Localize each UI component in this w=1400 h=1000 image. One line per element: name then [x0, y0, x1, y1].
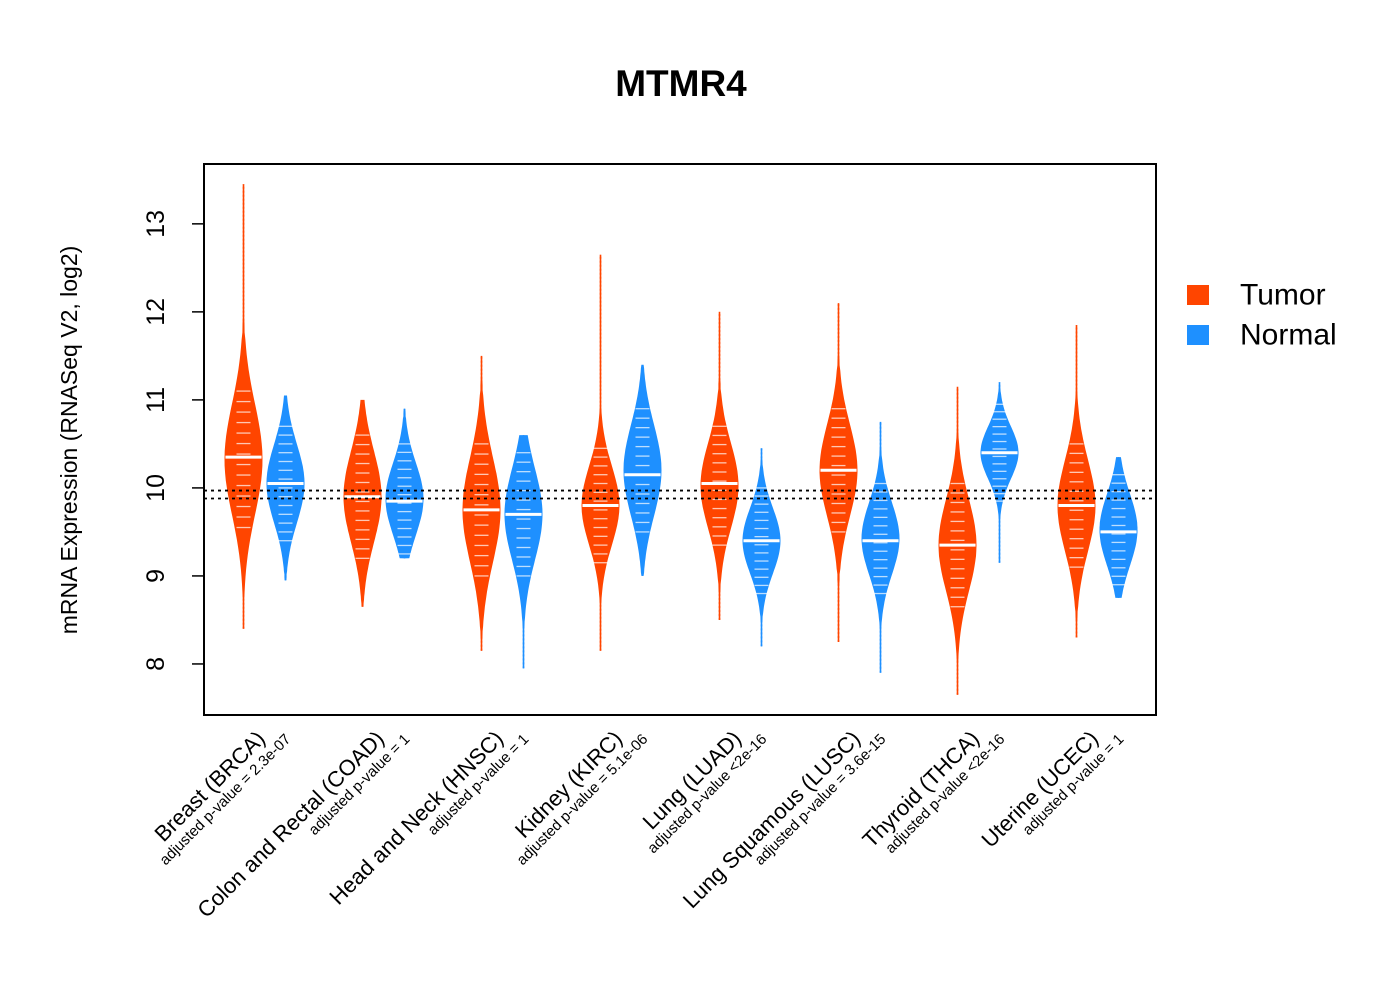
normal-violin-body [623, 364, 662, 576]
normal-violin-3 [623, 364, 662, 576]
y-tick-label: 12 [142, 298, 170, 326]
y-axis-label: mRNA Expression (RNASeq V2, log2) [56, 246, 82, 635]
y-tick-label: 9 [142, 569, 170, 583]
tumor-violin-2 [462, 355, 501, 651]
chart-title: MTMR4 [615, 63, 747, 104]
normal-violin-body [1099, 457, 1138, 598]
tumor-violin-body [462, 355, 501, 651]
normal-violin-7 [1099, 457, 1138, 598]
legend-swatch-normal [1187, 325, 1209, 345]
normal-violin-1 [385, 408, 424, 559]
reference-lines [204, 489, 1156, 500]
legend-label-tumor: Tumor [1240, 279, 1326, 312]
normal-violin-body [504, 435, 543, 669]
normal-violin-6 [980, 382, 1019, 563]
normal-violin-2 [504, 435, 543, 669]
normal-violin-0 [266, 395, 305, 581]
violins [224, 184, 1138, 695]
tumor-violin-7 [1057, 325, 1096, 638]
y-tick-label: 11 [142, 387, 170, 413]
normal-violin-5 [861, 421, 900, 673]
tumor-violin-3 [581, 254, 620, 651]
tumor-violin-body [700, 311, 739, 620]
x-axis-labels: Breast (BRCA)adjusted p-value = 2.3e-07C… [149, 726, 1127, 923]
tumor-violin-body [224, 184, 263, 629]
tumor-violin-5 [819, 303, 858, 642]
tumor-violin-0 [224, 184, 263, 629]
normal-violin-4 [742, 448, 781, 647]
legend: Tumor Normal [1187, 279, 1337, 352]
tumor-violin-1 [343, 399, 382, 607]
tumor-violin-6 [938, 386, 977, 695]
plot-frame [203, 163, 1157, 716]
tumor-violin-body [343, 399, 382, 607]
normal-violin-body [861, 421, 900, 673]
category-label: Breast (BRCA) [149, 726, 270, 847]
y-tick-label: 8 [142, 657, 170, 671]
legend-swatch-tumor [1187, 285, 1209, 305]
tumor-violin-4 [700, 311, 739, 620]
y-tick-label: 13 [142, 210, 170, 238]
normal-violin-body [742, 448, 781, 647]
y-tick-label: 10 [142, 474, 170, 502]
normal-violin-body [980, 382, 1019, 563]
normal-violin-body [385, 408, 424, 559]
y-axis: 8 9 10 11 12 13 [142, 210, 205, 671]
legend-label-normal: Normal [1240, 319, 1337, 352]
tumor-violin-body [819, 303, 858, 642]
tumor-violin-body [581, 254, 620, 651]
